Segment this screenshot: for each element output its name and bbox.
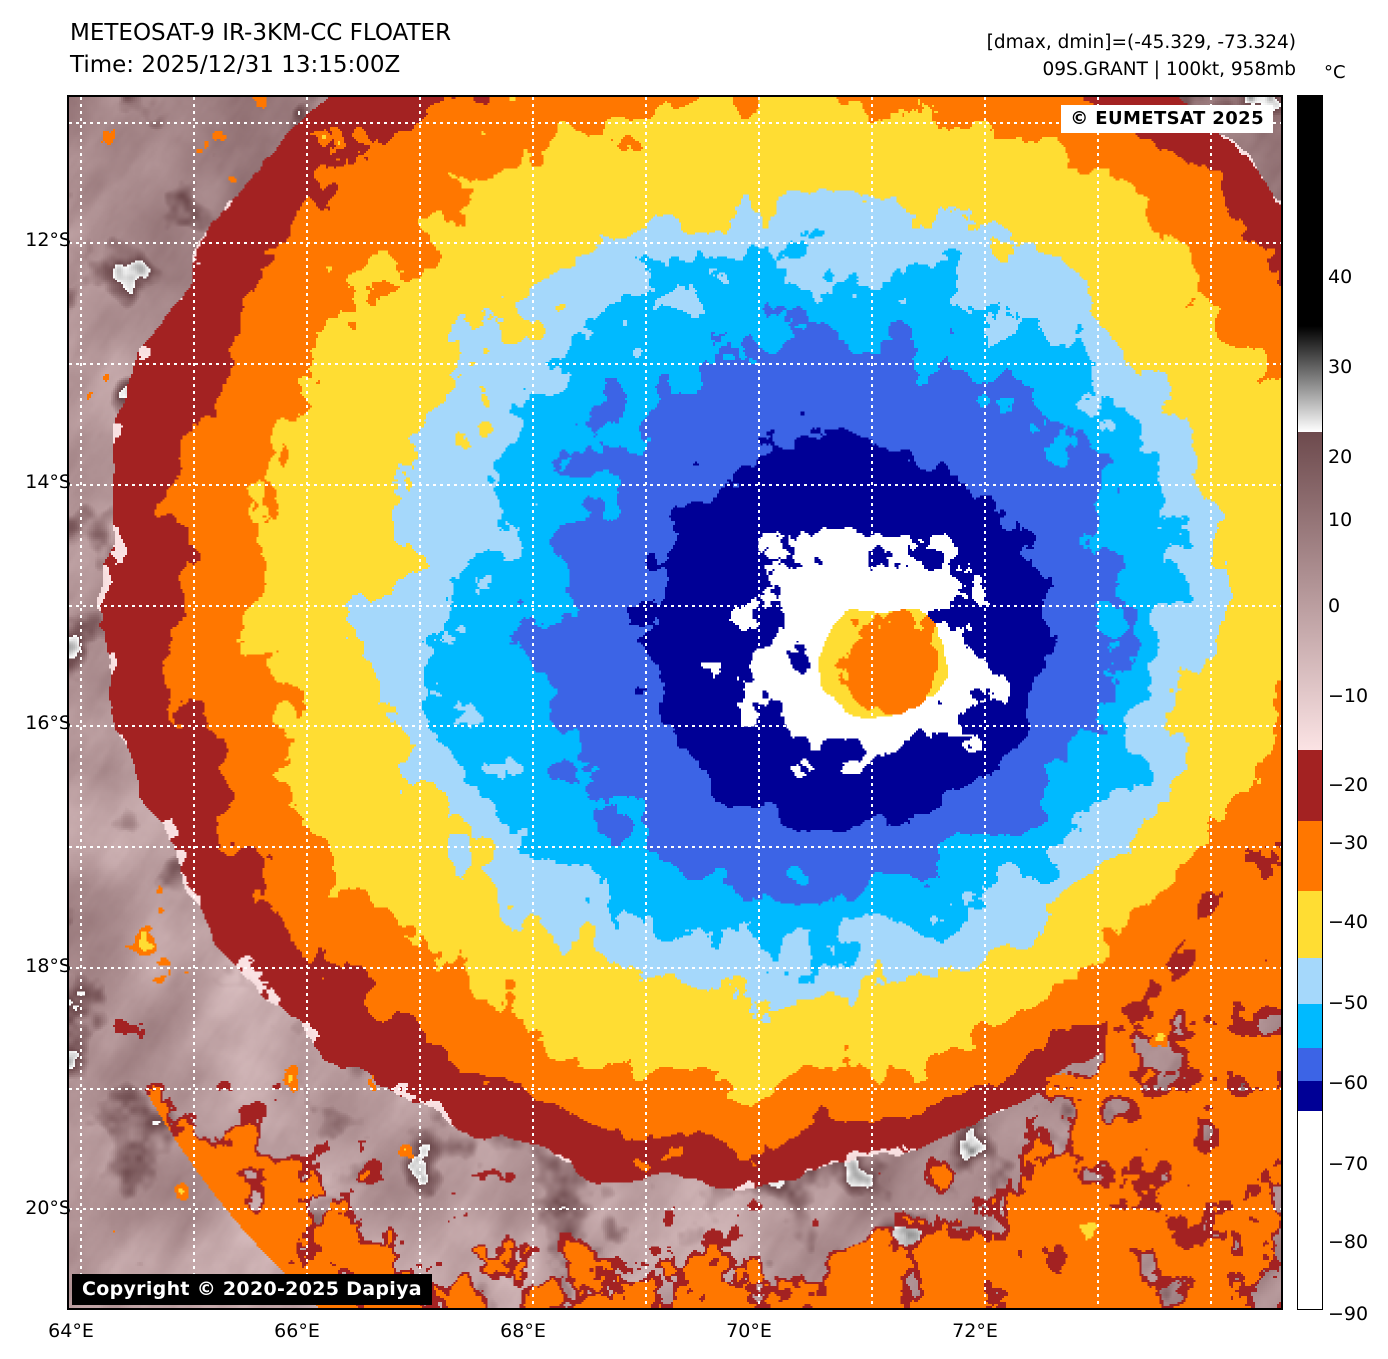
lat-tick-1: 14°S — [25, 471, 71, 493]
lon-tick-4: 72°E — [952, 1320, 998, 1342]
colorbar-band-mauve-ramp — [1298, 432, 1322, 750]
colorbar-tick-6: −20 — [1328, 774, 1369, 796]
product-title: METEOSAT-9 IR-3KM-CC FLOATER — [70, 20, 452, 46]
colorbar-tick-9: −50 — [1328, 992, 1369, 1014]
colorbar-band-navy — [1298, 1081, 1322, 1111]
colorbar-band-blue — [1298, 1048, 1322, 1081]
ir-brightness-temperature-image — [69, 97, 1281, 1308]
lat-tick-2: 16°S — [25, 712, 71, 734]
lat-tick-4: 20°S — [25, 1197, 71, 1219]
dapiya-copyright-badge: Copyright © 2020-2025 Dapiya — [72, 1274, 432, 1305]
colorbar-tick-1: 30 — [1328, 356, 1353, 378]
lat-tick-0: 12°S — [25, 229, 71, 251]
storm-info: 09S.GRANT | 100kt, 958mb — [1042, 58, 1296, 80]
lon-tick-2: 68°E — [500, 1320, 546, 1342]
colorbar-tick-0: 40 — [1328, 266, 1353, 288]
colorbar-tick-12: −80 — [1328, 1231, 1369, 1253]
colorbar-band-gray-ramp — [1298, 326, 1322, 432]
colorbar-tick-4: 0 — [1328, 595, 1341, 617]
observation-time: Time: 2025/12/31 13:15:00Z — [70, 51, 401, 78]
page-title: METEOSAT-9 IR-3KM-CC FLOATER Time: 2025/1… — [70, 18, 451, 81]
colorbar-tick-5: −10 — [1328, 685, 1369, 707]
colorbar-band-orange — [1298, 821, 1322, 891]
eumetsat-copyright-badge: © EUMETSAT 2025 — [1061, 105, 1273, 133]
colorbar-tick-2: 20 — [1328, 446, 1353, 468]
colorbar-unit-label: °C — [1324, 62, 1346, 83]
colorbar-tick-labels: 40 30 20 10 0 −10 −20 −30 −40 −50 −60 −70 −80 −90 — [1328, 95, 1388, 1325]
lon-tick-3: 70°E — [726, 1320, 772, 1342]
colorbar-tick-3: 10 — [1328, 509, 1353, 531]
colorbar-band-light-blue — [1298, 958, 1322, 1004]
colorbar-band-white-cold — [1298, 1111, 1322, 1309]
colorbar-band-dark-red — [1298, 750, 1322, 821]
temperature-colorbar[interactable] — [1297, 95, 1323, 1310]
satellite-map-plot[interactable]: © EUMETSAT 2025 Copyright © 2020-2025 Da… — [67, 95, 1283, 1310]
colorbar-band-black-hot — [1298, 96, 1322, 326]
lon-tick-1: 66°E — [274, 1320, 320, 1342]
colorbar-band-yellow — [1298, 891, 1322, 958]
header-metadata: [dmax, dmin]=(-45.329, -73.324) 09S.GRANT… — [987, 30, 1296, 84]
colorbar-tick-7: −30 — [1328, 832, 1369, 854]
lat-tick-3: 18°S — [25, 955, 71, 977]
colorbar-tick-8: −40 — [1328, 911, 1369, 933]
colorbar-tick-11: −70 — [1328, 1153, 1369, 1175]
data-minmax: [dmax, dmin]=(-45.329, -73.324) — [986, 32, 1296, 53]
colorbar-band-cyan — [1298, 1004, 1322, 1048]
colorbar-tick-13: −90 — [1328, 1303, 1369, 1325]
lon-tick-0: 64°E — [48, 1320, 94, 1342]
colorbar-tick-10: −60 — [1328, 1072, 1369, 1094]
